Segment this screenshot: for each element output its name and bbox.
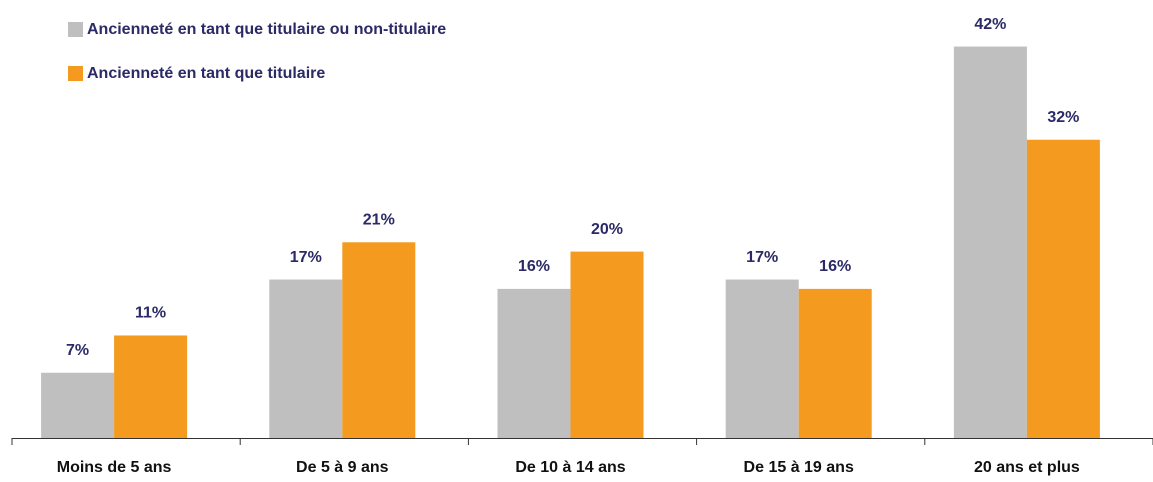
bar — [342, 242, 416, 438]
bar — [798, 288, 872, 438]
x-tick-label: De 5 à 9 ans — [296, 459, 389, 476]
bar — [1026, 139, 1100, 438]
data-label: 17% — [746, 249, 778, 266]
legend-swatch — [68, 22, 83, 37]
data-label: 17% — [290, 249, 322, 266]
x-tick-label: De 10 à 14 ans — [515, 459, 625, 476]
bar — [41, 372, 115, 438]
bar — [114, 335, 188, 438]
bar — [725, 279, 799, 438]
legend-label: Ancienneté en tant que titulaire — [87, 65, 325, 82]
data-label: 11% — [135, 305, 166, 322]
data-label: 20% — [591, 221, 623, 238]
bar — [570, 251, 644, 438]
data-label: 32% — [1047, 109, 1079, 126]
legend-label: Ancienneté en tant que titulaire ou non-… — [87, 21, 446, 38]
data-label: 16% — [819, 258, 851, 275]
x-tick-label: Moins de 5 ans — [57, 459, 172, 476]
data-label: 21% — [363, 211, 395, 228]
bar — [497, 288, 571, 438]
data-label: 42% — [974, 16, 1006, 33]
legend-swatch — [68, 66, 83, 81]
data-label: 16% — [518, 258, 550, 275]
data-label: 7% — [66, 342, 89, 359]
bar — [269, 279, 343, 438]
x-tick-label: 20 ans et plus — [974, 459, 1080, 476]
x-tick-label: De 15 à 19 ans — [744, 459, 854, 476]
bar — [953, 46, 1027, 439]
